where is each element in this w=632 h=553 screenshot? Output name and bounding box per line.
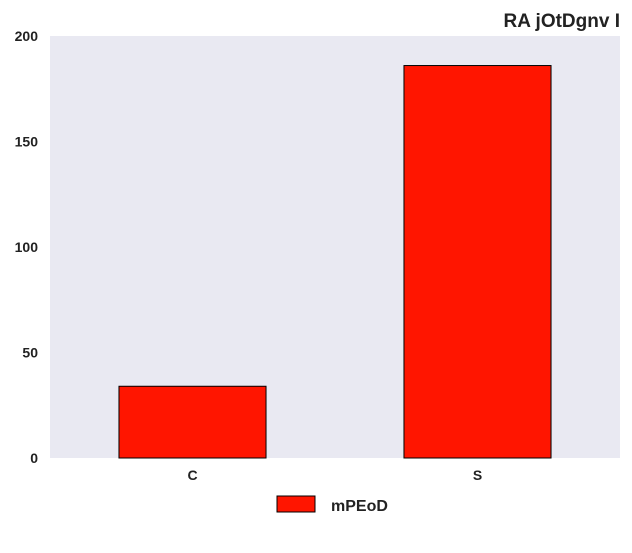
x-tick-label: S (473, 467, 482, 483)
y-tick-label: 200 (15, 28, 39, 44)
y-tick-label: 50 (22, 345, 38, 361)
chart-title: RA jOtDgnv I (504, 11, 620, 32)
x-tick-label: C (187, 467, 197, 483)
y-tick-label: 0 (30, 450, 38, 466)
legend: mPEoD (276, 495, 388, 515)
y-tick-label: 150 (15, 134, 39, 150)
y-tick-label: 100 (15, 239, 39, 255)
bar-S (403, 65, 552, 459)
bar-C (118, 385, 267, 459)
legend-swatch (276, 495, 316, 513)
legend-label: mPEoD (331, 498, 388, 515)
